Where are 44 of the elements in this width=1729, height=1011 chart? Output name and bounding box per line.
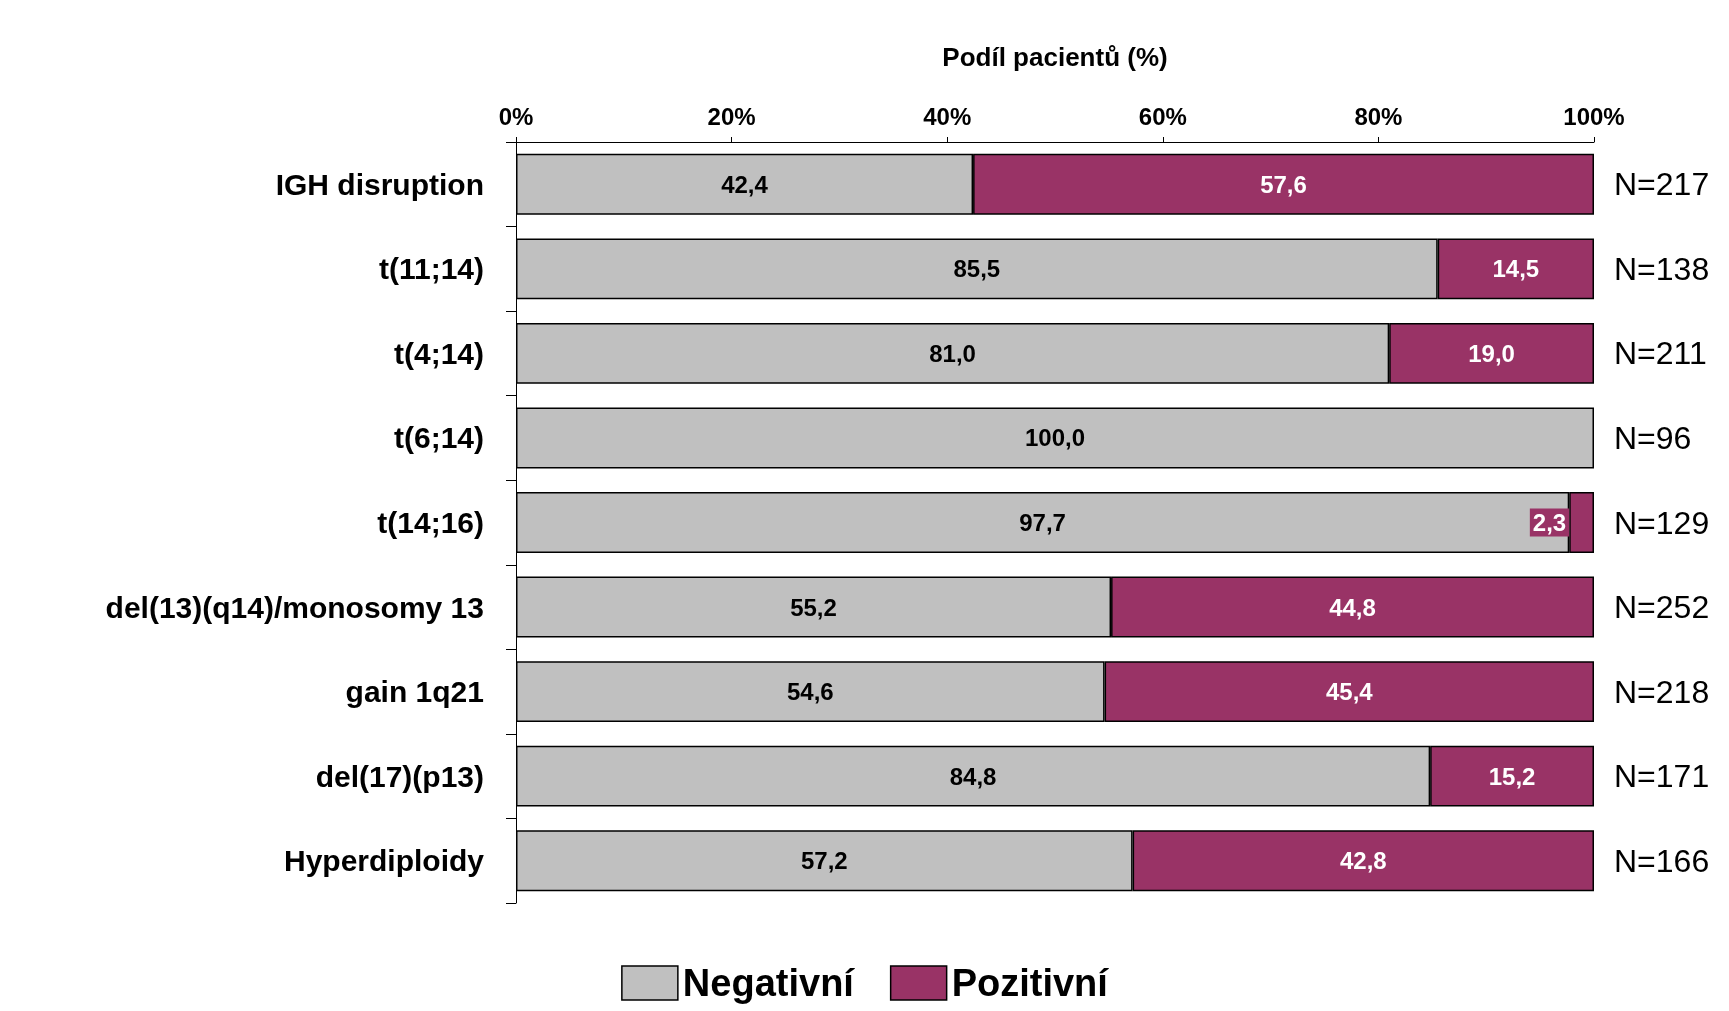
text: N=217 [1614, 166, 1710, 203]
y-tick-label: t(14;16) [377, 506, 484, 539]
data-label: 45,4 [1325, 678, 1374, 706]
data-label: 44,8 [1329, 593, 1376, 621]
text: N=252 [1614, 589, 1710, 626]
data-label: 2,3 [1532, 509, 1567, 536]
text: N=96 [1614, 419, 1692, 456]
y-tick-label: t(6;14) [393, 421, 484, 455]
text: N=211 [1614, 335, 1707, 372]
text: N=166 [1614, 842, 1710, 879]
y-tick-label: Hyperdiploidy [283, 844, 485, 878]
text: N=171 [1614, 758, 1710, 795]
data-label: 100,0 [1024, 424, 1086, 452]
x-tick-label: 20% [707, 102, 756, 130]
data-label: 81,0 [929, 339, 976, 367]
text: N=218 [1614, 673, 1710, 710]
text: N=129 [1614, 504, 1710, 541]
x-tick-label: 40% [923, 102, 972, 130]
data-label: 97,7 [1019, 509, 1066, 536]
x-tick-label: 100% [1563, 102, 1625, 130]
data-label: 84,8 [949, 762, 997, 790]
y-tick-label: del(13)(q14)/monosomy 13 [105, 590, 484, 624]
data-label: 15,2 [1488, 762, 1536, 790]
data-label: 19,0 [1468, 339, 1515, 367]
x-axis-title: Podíl pacientů (%) [942, 42, 1168, 72]
data-label: 54,6 [786, 678, 834, 706]
data-label: 14,5 [1492, 255, 1540, 283]
data-label: 85,5 [953, 255, 1001, 283]
data-label: 55,2 [790, 593, 837, 621]
data-label: 57,6 [1260, 170, 1307, 198]
legend-label: Negativní [682, 962, 856, 1004]
data-label: 57,2 [800, 847, 848, 875]
y-tick-label: del(17)(p13) [315, 759, 484, 793]
data-label: 42,4 [721, 170, 769, 198]
y-tick-label: t(11;14) [378, 252, 484, 286]
legend-label: Pozitivní [951, 962, 1110, 1004]
y-tick-label: t(4;14) [393, 336, 484, 370]
text: N=138 [1614, 250, 1710, 287]
y-tick-label: gain 1q21 [345, 675, 484, 709]
x-tick-label: 60% [1138, 102, 1187, 130]
x-tick-label: 0% [498, 102, 534, 130]
x-tick-label: 80% [1354, 102, 1403, 130]
y-tick-label: IGH disruption [275, 167, 484, 201]
data-label: 42,8 [1339, 847, 1387, 875]
